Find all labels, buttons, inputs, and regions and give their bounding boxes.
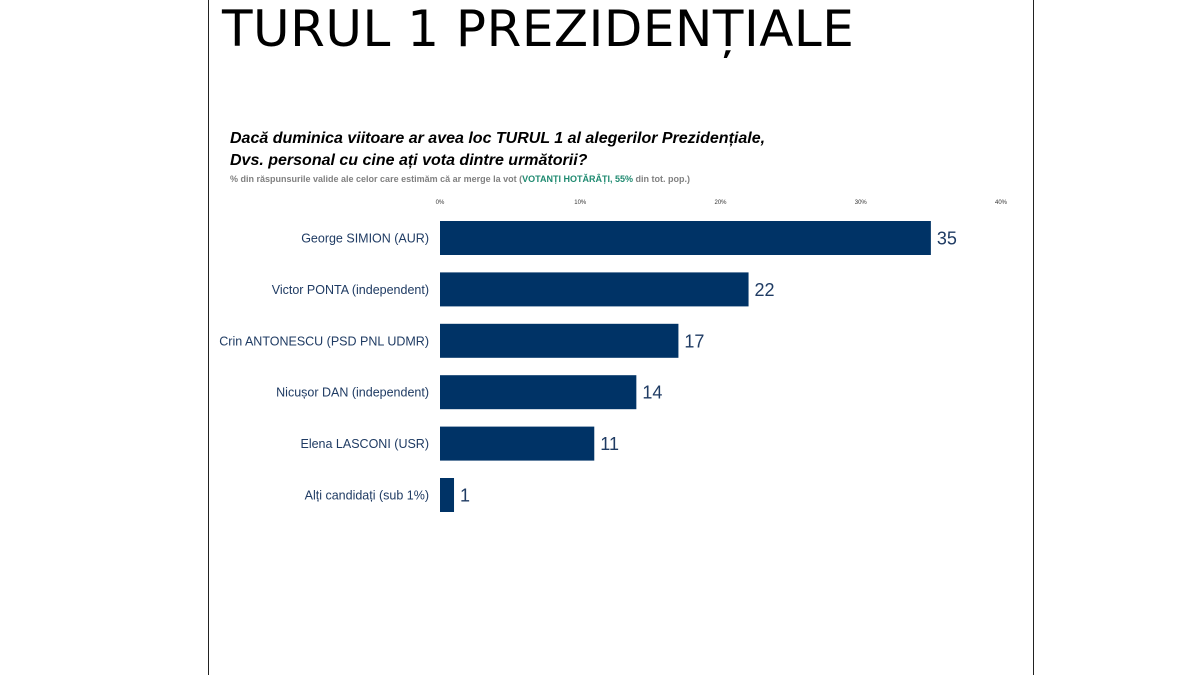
- note-suffix: din tot. pop.): [632, 174, 690, 184]
- chart-note: % din răspunsurile valide ale celor care…: [230, 174, 690, 184]
- x-tick-label: 20%: [714, 200, 727, 206]
- x-tick-label: 0%: [436, 200, 445, 206]
- question-line-2: Dvs. personal cu cine ați vota dintre ur…: [230, 152, 588, 169]
- category-label: Alți candidați (sub 1%): [305, 489, 429, 503]
- survey-question: Dacă duminica viitoare ar avea loc TURUL…: [230, 128, 765, 172]
- bar: [440, 478, 455, 512]
- question-line-1: Dacă duminica viitoare ar avea loc TURUL…: [230, 130, 766, 147]
- data-label: 35: [937, 229, 957, 249]
- category-label: George SIMION (AUR): [301, 232, 429, 246]
- data-label: 17: [684, 331, 704, 351]
- note-prefix: % din răspunsurile valide ale celor care…: [230, 174, 523, 184]
- x-tick-label: 10%: [574, 200, 587, 206]
- x-tick-label: 40%: [995, 200, 1008, 206]
- bar: [440, 272, 749, 307]
- bar: [440, 375, 637, 410]
- bar: [440, 323, 679, 358]
- note-highlight: VOTANȚI HOTĂRÂȚI, 55%: [522, 174, 633, 184]
- category-label: Nicușor DAN (independent): [276, 386, 429, 400]
- bar: [440, 426, 595, 461]
- data-label: 14: [642, 383, 662, 403]
- data-label: 1: [460, 486, 470, 506]
- category-label: Victor PONTA (independent): [272, 283, 429, 297]
- data-label: 22: [755, 280, 775, 300]
- data-label: 11: [600, 434, 619, 454]
- bar: [440, 221, 931, 255]
- category-label: Crin ANTONESCU (PSD PNL UDMR): [219, 334, 429, 348]
- x-tick-label: 30%: [855, 200, 868, 206]
- category-label: Elena LASCONI (USR): [300, 437, 429, 451]
- page-title: TURUL 1 PREZIDENȚIALE: [222, 0, 855, 58]
